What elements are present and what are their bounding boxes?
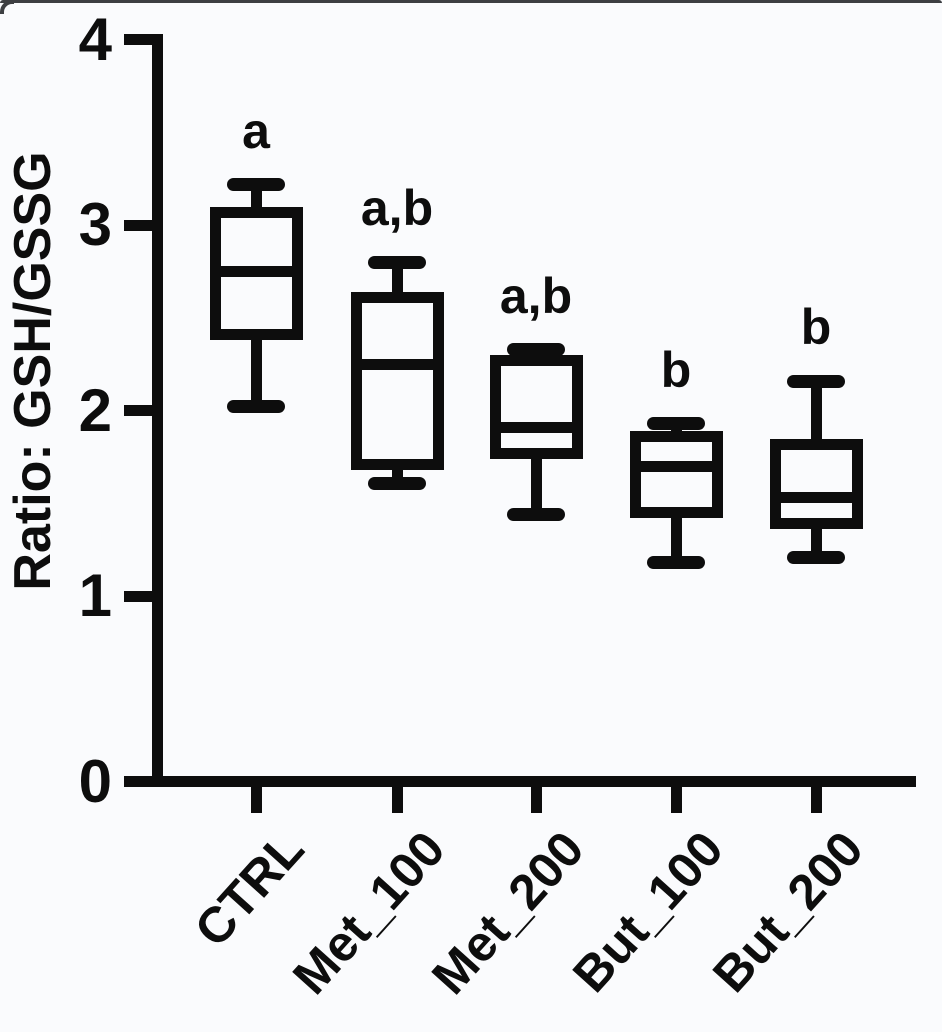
x-tick-label-but_100: But_100 — [562, 820, 735, 1003]
lower-whisker-cap — [647, 556, 705, 570]
upper-whisker-stem — [670, 423, 682, 437]
upper-whisker-cap — [787, 374, 845, 388]
lower-whisker-stem — [530, 453, 542, 515]
lower-whisker-cap — [227, 400, 285, 414]
median-line — [350, 358, 444, 370]
x-tick — [250, 781, 262, 813]
x-tick — [391, 781, 403, 813]
upper-whisker-stem — [391, 262, 403, 298]
significance-letter: a — [242, 102, 270, 159]
x-tick-label-met_100: Met_100 — [281, 820, 456, 1005]
y-tick-label: 0 — [78, 747, 112, 815]
x-tick-label-but_200: But_200 — [702, 820, 875, 1003]
median-line — [769, 492, 863, 504]
upper-whisker-cap — [647, 417, 705, 431]
x-tick-label-ctrl: CTRL — [183, 820, 315, 958]
y-tick — [124, 405, 163, 417]
upper-whisker-cap — [227, 178, 285, 191]
x-tick — [530, 781, 542, 813]
significance-letter: b — [800, 299, 832, 356]
screenshot-corner — [0, 0, 14, 14]
lower-whisker-cap — [507, 508, 565, 522]
lower-whisker-cap — [368, 476, 426, 490]
lower-whisker-stem — [250, 334, 262, 407]
y-tick — [124, 590, 163, 602]
lower-whisker-stem — [391, 464, 403, 483]
iqr-box-but_200 — [769, 438, 863, 530]
y-tick — [124, 219, 163, 231]
y-tick-label: 2 — [78, 376, 112, 444]
x-tick — [670, 781, 682, 813]
y-tick-label: 1 — [78, 562, 112, 630]
lower-whisker-stem — [670, 512, 682, 563]
y-tick-label: 3 — [78, 191, 112, 259]
y-tick — [124, 34, 163, 46]
upper-whisker-cap — [368, 255, 426, 269]
median-line — [489, 421, 583, 433]
lower-whisker-cap — [787, 550, 845, 564]
iqr-box-met_200 — [489, 355, 583, 459]
x-axis-line — [127, 776, 916, 787]
upper-whisker-stem — [250, 184, 262, 213]
upper-whisker-stem — [810, 381, 822, 445]
significance-letter: b — [660, 341, 692, 398]
lower-whisker-stem — [810, 523, 822, 558]
iqr-box-met_100 — [350, 292, 444, 470]
significance-letter: a,b — [360, 180, 434, 237]
screenshot-top-edge — [0, 0, 942, 3]
significance-letter: a,b — [499, 267, 573, 324]
x-tick — [810, 781, 822, 813]
y-tick-label: 4 — [78, 5, 112, 73]
x-tick-label-met_200: Met_200 — [420, 820, 595, 1005]
iqr-box-but_100 — [629, 431, 723, 519]
median-line — [209, 266, 303, 278]
upper-whisker-cap — [507, 343, 565, 357]
y-tick — [124, 776, 163, 787]
median-line — [629, 460, 723, 472]
